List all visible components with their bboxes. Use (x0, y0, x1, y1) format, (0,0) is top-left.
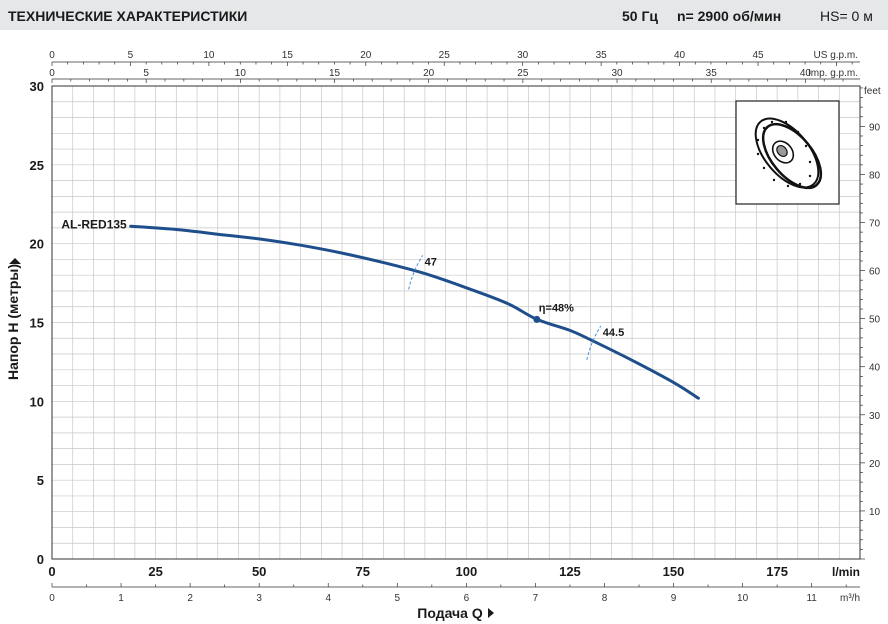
series: AL-RED135 47 44.5 η=48% (61, 217, 700, 400)
feet-tick-label: 20 (869, 459, 881, 470)
imp-gpm-tick-label: 5 (143, 68, 149, 79)
imp-gpm-tick-label: 15 (329, 68, 341, 79)
m3h-unit-label: m³/h (840, 593, 860, 604)
feet-tick-label: 70 (869, 219, 881, 230)
us-gpm-tick-label: 30 (517, 50, 529, 61)
imp-gpm-tick-label: 35 (706, 68, 718, 79)
us-gpm-tick-label: 20 (360, 50, 372, 61)
header-hs: HS= 0 м (820, 8, 873, 24)
feet-tick-label: 40 (869, 363, 881, 374)
m3h-tick-label: 7 (533, 593, 539, 604)
feet-tick-label: 60 (869, 267, 881, 278)
header-title: ТЕХНИЧЕСКИЕ ХАРАКТЕРИСТИКИ (8, 8, 247, 24)
feet-unit-label: feet (864, 86, 881, 97)
y-tick-label: 5 (37, 473, 44, 488)
x-tick-label: 100 (456, 564, 478, 579)
feet-tick-label: 90 (869, 122, 881, 133)
us-gpm-tick-label: 0 (49, 50, 55, 61)
impeller-illustration (735, 100, 840, 205)
imp-gpm-unit-label: Imp. g.p.m. (808, 68, 858, 79)
efficiency-label: 44.5 (603, 327, 624, 339)
series-label: AL-RED135 (61, 217, 127, 231)
y-tick-label: 25 (30, 158, 44, 173)
x-tick-label: 25 (148, 564, 162, 579)
us-gpm-tick-label: 40 (674, 50, 686, 61)
us-gpm-tick-label: 25 (439, 50, 451, 61)
bep-label: η=48% (539, 302, 574, 314)
x-tick-label: 175 (766, 564, 788, 579)
lmin-unit-label: l/min (832, 565, 860, 579)
header-speed: n= 2900 об/мин (677, 8, 781, 24)
m3h-tick-label: 5 (395, 593, 401, 604)
imp-gpm-tick-label: 10 (235, 68, 247, 79)
x-tick-label: 50 (252, 564, 266, 579)
m3h-tick-label: 3 (256, 593, 262, 604)
us-gpm-tick-label: 45 (752, 50, 764, 61)
header-frequency: 50 Гц (622, 8, 658, 24)
m3h-tick-label: 8 (602, 593, 608, 604)
us-gpm-unit-label: US g.p.m. (814, 50, 858, 61)
efficiency-label: 47 (425, 256, 437, 268)
imp-gpm-tick-label: 0 (49, 68, 55, 79)
imp-gpm-tick-label: 20 (423, 68, 435, 79)
m3h-tick-label: 4 (325, 593, 331, 604)
x-tick-label: 75 (356, 564, 370, 579)
imp-gpm-tick-label: 30 (611, 68, 623, 79)
m3h-tick-label: 6 (464, 593, 470, 604)
m3h-tick-label: 9 (671, 593, 677, 604)
feet-tick-label: 50 (869, 315, 881, 326)
x-tick-label: 150 (663, 564, 685, 579)
m3h-tick-label: 10 (737, 593, 749, 604)
grid (51, 85, 861, 560)
y-tick-label: 15 (30, 316, 44, 331)
us-gpm-tick-label: 35 (596, 50, 608, 61)
feet-tick-label: 10 (869, 507, 881, 518)
bep-point (533, 315, 541, 323)
y-tick-label: 10 (30, 394, 44, 409)
us-gpm-tick-label: 15 (282, 50, 294, 61)
series-line (129, 224, 700, 400)
y-tick-label: 30 (30, 79, 44, 94)
y-axis-title: Напор H (метры) (5, 264, 21, 380)
plot-frame (51, 85, 861, 560)
feet-tick-label: 30 (869, 411, 881, 422)
y-axis-arrow-icon (9, 258, 21, 264)
x-axis-arrow-icon (488, 608, 494, 618)
us-gpm-tick-label: 10 (203, 50, 215, 61)
feet-tick-label: 80 (869, 170, 881, 181)
m3h-tick-label: 2 (187, 593, 193, 604)
x-tick-label: 125 (559, 564, 581, 579)
header-bar (0, 0, 888, 30)
us-gpm-tick-label: 5 (128, 50, 134, 61)
m3h-tick-label: 11 (806, 593, 817, 604)
m3h-tick-label: 0 (49, 593, 55, 604)
x-tick-label: 0 (48, 564, 55, 579)
m3h-tick-label: 1 (118, 593, 124, 604)
y-tick-label: 20 (30, 237, 44, 252)
x-axis-title: Подача Q (417, 605, 483, 621)
imp-gpm-tick-label: 25 (517, 68, 529, 79)
y-tick-label: 0 (37, 552, 44, 567)
imp-gpm-tick-label: 40 (800, 68, 812, 79)
